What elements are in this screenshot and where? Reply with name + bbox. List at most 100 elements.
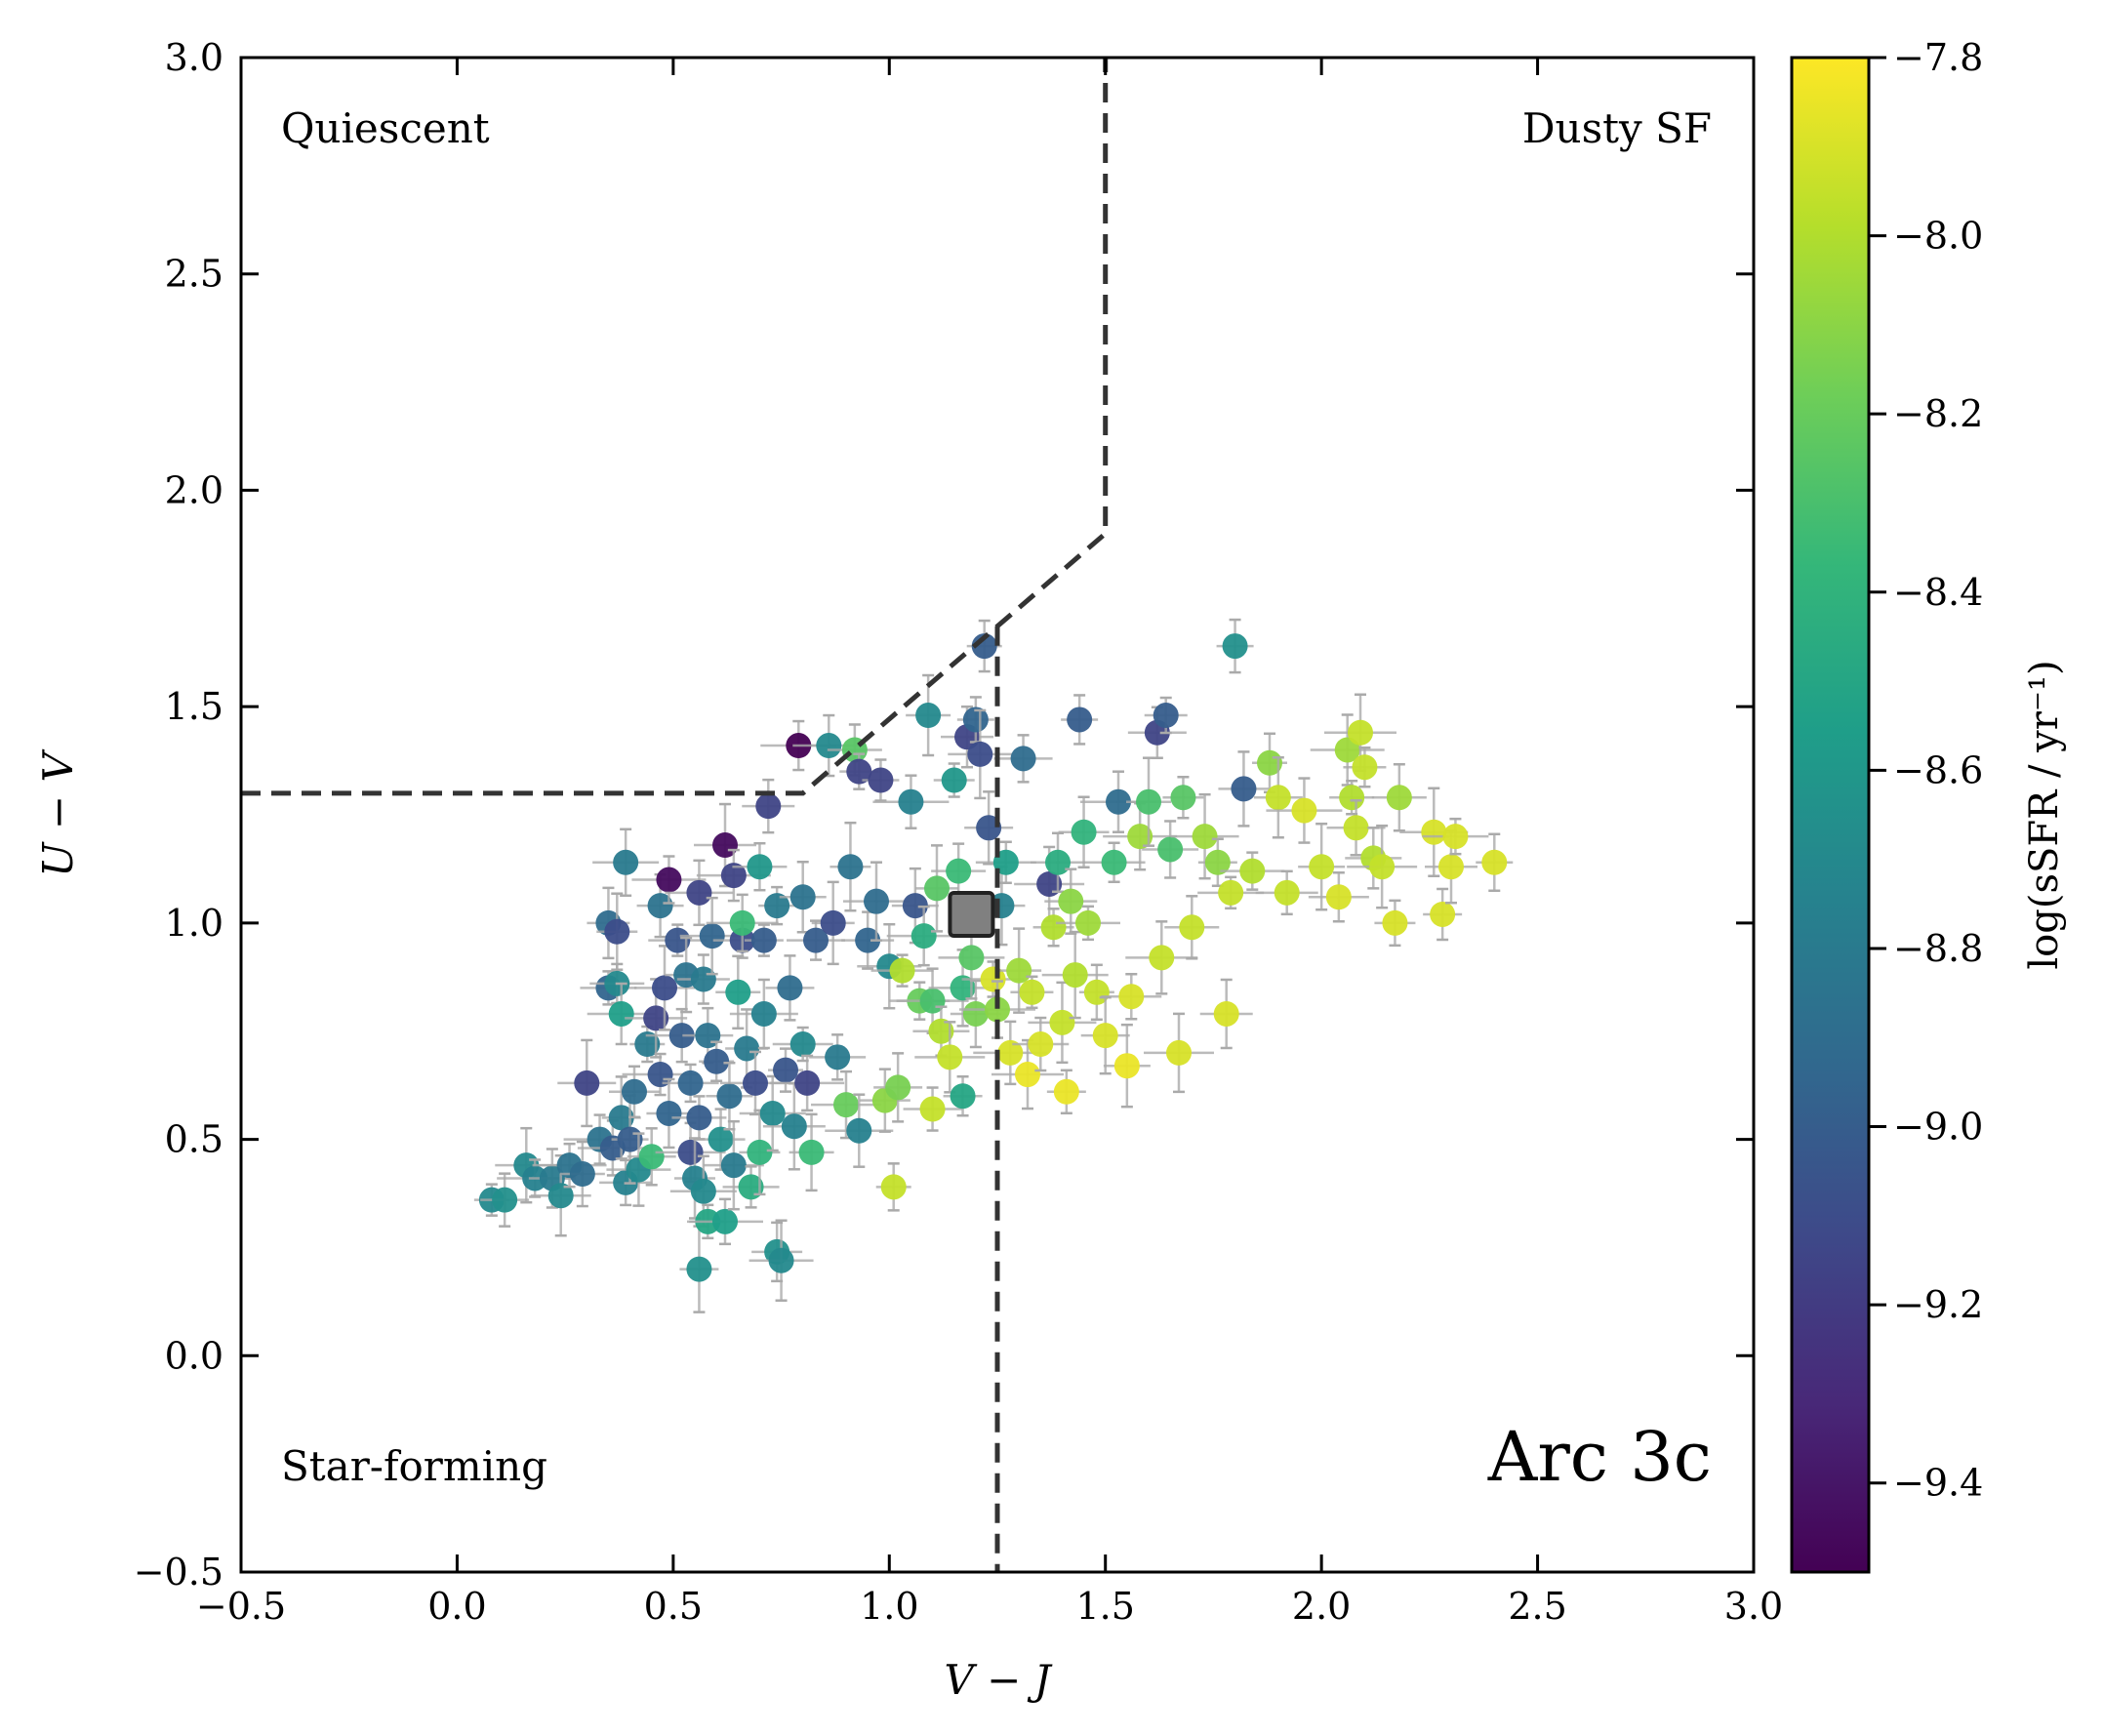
galaxy-marker xyxy=(1382,909,1408,936)
galaxy-point xyxy=(1061,694,1099,746)
galaxy-point xyxy=(991,1038,1064,1110)
colorbar-tick-label: −7.8 xyxy=(1893,36,1983,79)
galaxy-marker xyxy=(604,918,630,945)
galaxy-marker xyxy=(958,945,985,971)
galaxy-point xyxy=(768,1047,803,1093)
galaxy-point xyxy=(592,828,660,898)
galaxy-marker xyxy=(1028,1031,1054,1058)
colorbar-tick-label: −9.2 xyxy=(1893,1283,1983,1326)
galaxy-marker xyxy=(1092,1023,1118,1049)
galaxy-point xyxy=(873,1052,923,1123)
galaxy-point xyxy=(1125,920,1198,995)
galaxy-marker xyxy=(1015,1062,1040,1088)
galaxy-marker xyxy=(937,1044,963,1070)
galaxy-marker xyxy=(889,957,915,984)
galaxy-point xyxy=(1199,978,1253,1050)
galaxy-point xyxy=(1164,895,1220,960)
galaxy-point xyxy=(732,841,788,892)
galaxy-point xyxy=(596,892,638,971)
galaxy-marker xyxy=(1157,836,1184,863)
galaxy-point xyxy=(903,1086,962,1132)
galaxy-point xyxy=(706,1061,753,1131)
quiescent-boundary-line xyxy=(241,58,1109,796)
galaxy-marker xyxy=(1071,819,1097,845)
galaxy-point xyxy=(1162,776,1204,820)
galaxy-marker xyxy=(962,707,989,733)
galaxy-point xyxy=(744,923,784,957)
points-layer xyxy=(473,618,1514,1313)
x-tick-label: 2.0 xyxy=(1292,1585,1351,1628)
galaxy-point xyxy=(1041,930,1109,1020)
galaxy-marker xyxy=(1040,914,1067,941)
y-tick-label: 0.0 xyxy=(165,1334,223,1377)
galaxy-marker xyxy=(928,1018,954,1044)
galaxy-marker xyxy=(750,927,777,953)
galaxy-marker xyxy=(1045,849,1071,875)
galaxy-marker xyxy=(1352,754,1378,781)
galaxy-marker xyxy=(803,927,829,953)
galaxy-point xyxy=(679,1225,719,1313)
colorbar-tick-label: −9.4 xyxy=(1893,1462,1983,1505)
galaxy-point xyxy=(634,945,695,1031)
galaxy-point xyxy=(1255,869,1318,916)
galaxy-marker xyxy=(759,1100,786,1126)
galaxy-marker xyxy=(789,1031,816,1058)
galaxy-point xyxy=(706,893,779,953)
galaxy-point xyxy=(1058,795,1110,868)
galaxy-marker xyxy=(574,1070,600,1096)
galaxy-point xyxy=(1371,763,1427,832)
galaxy-point xyxy=(720,1050,790,1116)
galaxy-point xyxy=(1032,908,1074,948)
galaxy-point xyxy=(1170,792,1239,880)
galaxy-point xyxy=(645,1007,718,1064)
galaxy-marker xyxy=(686,879,712,906)
galaxy-marker xyxy=(720,863,747,889)
y-tick-label: 0.5 xyxy=(165,1118,223,1161)
galaxy-marker xyxy=(825,1044,851,1070)
galaxy-marker xyxy=(686,1105,712,1131)
galaxy-point xyxy=(1010,975,1054,1010)
galaxy-point xyxy=(843,861,910,942)
galaxy-marker xyxy=(712,1208,738,1234)
galaxy-marker xyxy=(699,923,725,949)
galaxy-point xyxy=(1101,972,1162,1021)
galaxy-point xyxy=(694,802,756,888)
galaxy-marker xyxy=(773,1057,798,1083)
galaxy-marker xyxy=(1010,746,1036,772)
galaxy-point xyxy=(696,848,771,903)
galaxy-point xyxy=(480,1172,530,1228)
galaxy-point xyxy=(648,923,708,957)
colorbar-tick-label: −8.4 xyxy=(1893,571,1983,614)
galaxy-marker xyxy=(880,1174,907,1200)
galaxy-point xyxy=(1253,756,1303,839)
galaxy-point xyxy=(1423,887,1463,942)
galaxy-point xyxy=(1197,875,1265,910)
galaxy-marker xyxy=(1231,776,1257,802)
galaxy-marker xyxy=(915,703,942,729)
galaxy-marker xyxy=(647,1062,673,1088)
galaxy-point xyxy=(1308,871,1369,923)
galaxy-marker xyxy=(634,1031,661,1058)
galaxy-marker xyxy=(902,893,928,919)
galaxy-marker xyxy=(652,975,677,1001)
galaxy-point xyxy=(622,1052,699,1097)
y-tick-label: 1.5 xyxy=(165,685,223,728)
y-tick-label: −0.5 xyxy=(134,1551,223,1594)
galaxy-point xyxy=(577,1119,648,1177)
galaxy-marker xyxy=(1265,785,1291,811)
galaxy-marker xyxy=(846,758,872,785)
galaxy-point xyxy=(715,954,761,1030)
galaxy-point xyxy=(914,1021,986,1094)
galaxy-marker xyxy=(950,1083,976,1110)
galaxy-marker xyxy=(1239,858,1266,884)
galaxy-marker xyxy=(622,1078,647,1105)
y-tick-label: 2.5 xyxy=(165,253,223,296)
galaxy-point xyxy=(1343,746,1387,788)
galaxy-marker xyxy=(1118,984,1145,1010)
colorbar-tick-label: −9.0 xyxy=(1893,1106,1983,1149)
colorbar-tick-label: −8.2 xyxy=(1893,392,1983,435)
galaxy-point xyxy=(1103,1023,1151,1109)
galaxy-point xyxy=(1422,817,1489,856)
galaxy-marker xyxy=(1113,1053,1140,1079)
